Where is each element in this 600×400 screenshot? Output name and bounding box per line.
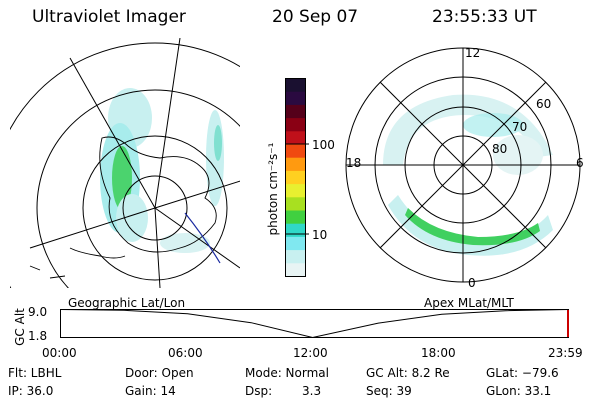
geographic-caption: Geographic Lat/Lon [68, 296, 186, 310]
mlat-label-70: 70 [512, 120, 528, 134]
mlat-label-80: 80 [492, 142, 508, 156]
geographic-map [10, 38, 240, 288]
timeline-xtick-3: 18:00 [421, 346, 456, 360]
status-ip: IP: 36.0 [8, 384, 54, 398]
colorbar-label: photon cm⁻²s⁻¹ [266, 142, 280, 236]
timeline-xtick-1: 06:00 [168, 346, 203, 360]
status-mode: Mode: Normal [245, 366, 329, 380]
colorbar-stripe [285, 236, 306, 251]
gc-alt-timeline [60, 309, 569, 339]
colorbar-stripes [285, 78, 306, 277]
timeline-ylabel: GC Alt [13, 308, 27, 346]
status-dsp-label: Dsp: [245, 384, 273, 398]
colorbar-stripe [285, 210, 306, 225]
colorbar-stripe [285, 223, 306, 238]
image-date: 20 Sep 07 [272, 7, 359, 27]
colorbar-stripe [285, 157, 306, 172]
colorbar-stripe [285, 197, 306, 211]
mlt-label-12: 12 [465, 46, 481, 60]
timeline-ytick-top: 9.0 [28, 305, 48, 319]
colorbar-stripe [285, 91, 306, 106]
colorbar-stripe [285, 78, 306, 93]
colorbar-stripe [285, 144, 306, 159]
status-seq: Seq: 39 [366, 384, 412, 398]
geo-grid [10, 38, 240, 288]
status-filter: Flt: LBHL [8, 366, 62, 380]
colorbar-stripe [285, 170, 306, 185]
colorbar-stripe [285, 250, 306, 264]
apex-aurora-emission [383, 94, 553, 256]
mlt-label-0: 0 [468, 276, 476, 290]
apex-grid [345, 47, 581, 283]
geo-aurora-emission [100, 88, 224, 253]
timeline-xtick-2: 12:00 [293, 346, 328, 360]
status-gain: Gain: 14 [125, 384, 176, 398]
geo-map-content [10, 38, 240, 288]
timeline-ytick-bottom: 1.8 [28, 329, 48, 343]
timeline-frame [60, 309, 569, 338]
status-glon: GLon: 33.1 [486, 384, 552, 398]
colorbar-stripe [285, 104, 306, 119]
colorbar-stripe [285, 131, 306, 145]
gc-alt-line [60, 309, 569, 339]
timeline-xtick-0: 00:00 [42, 346, 77, 360]
colorbar-tick-100: 100 [312, 138, 335, 152]
status-dsp-value: 3.3 [302, 384, 322, 398]
status-glat: GLat: −79.6 [486, 366, 559, 380]
instrument-title: Ultraviolet Imager [32, 7, 186, 27]
status-door: Door: Open [125, 366, 194, 380]
coastline [29, 136, 217, 279]
colorbar-stripe [285, 184, 306, 198]
intensity-colorbar [285, 78, 309, 277]
colorbar-tick-10: 10 [312, 228, 328, 242]
image-time: 23:55:33 UT [432, 7, 537, 27]
mlt-label-6: 6 [576, 156, 584, 170]
mlat-label-60: 60 [536, 97, 552, 111]
timeline-xtick-4: 23:59 [548, 346, 583, 360]
status-gc-alt: GC Alt: 8.2 Re [366, 366, 450, 380]
mlt-label-18: 18 [346, 156, 362, 170]
apex-polar-map [345, 47, 581, 283]
colorbar-stripe [285, 118, 306, 132]
colorbar-stripe [285, 263, 306, 277]
apex-caption: Apex MLat/MLT [424, 296, 514, 310]
